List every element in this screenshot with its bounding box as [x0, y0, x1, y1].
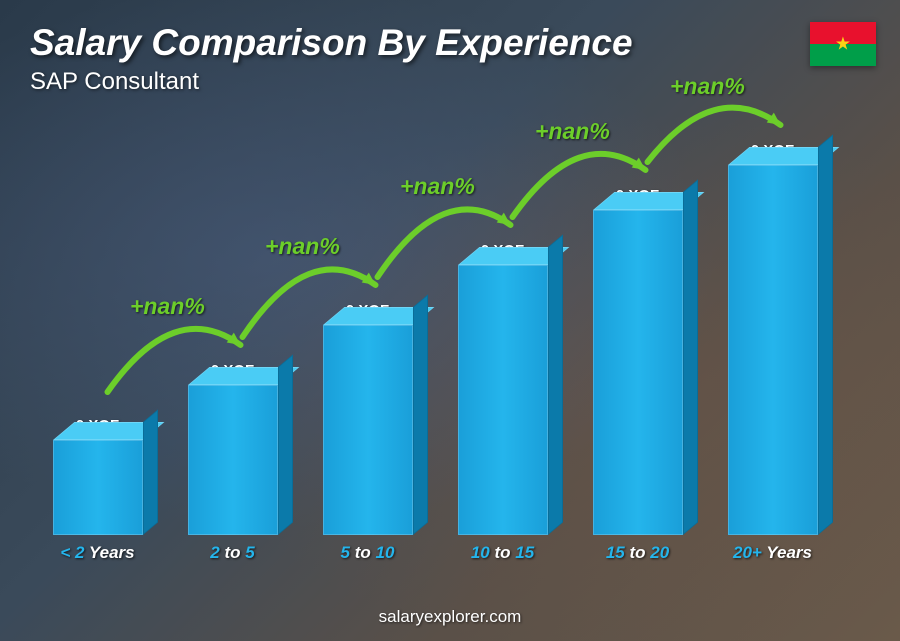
country-flag: ★	[810, 22, 876, 66]
page-subtitle: SAP Consultant	[30, 68, 870, 96]
page-title: Salary Comparison By Experience	[30, 22, 870, 64]
bar-front-face	[728, 165, 818, 535]
bar-front-face	[458, 265, 548, 535]
bar-group: 0 XOF	[714, 142, 832, 535]
x-axis: < 2 Years 2 to 5 5 to 10 10 to 15 15 to 20 20…	[30, 543, 840, 563]
bar-front-face	[323, 325, 413, 535]
bar-group: 0 XOF	[174, 362, 292, 535]
bars-container: 0 XOF0 XOF0 XOF0 XOF0 XOF0 XOF	[30, 115, 840, 535]
bar-side-face	[143, 409, 158, 535]
bar-group: 0 XOF	[444, 242, 562, 535]
bar-front-face	[53, 440, 143, 535]
flag-star-icon: ★	[835, 34, 851, 55]
bar-side-face	[413, 294, 428, 535]
header: Salary Comparison By Experience SAP Cons…	[30, 22, 870, 96]
footer-attribution: salaryexplorer.com	[0, 607, 900, 627]
bar	[188, 385, 278, 535]
x-axis-label: 10 to 15	[444, 543, 562, 563]
bar-side-face	[278, 354, 293, 535]
bar	[458, 265, 548, 535]
bar-group: 0 XOF	[579, 187, 697, 535]
bar	[593, 210, 683, 535]
x-axis-label: 20+ Years	[714, 543, 832, 563]
bar	[728, 165, 818, 535]
bar	[323, 325, 413, 535]
bar-side-face	[683, 179, 698, 535]
x-axis-label: < 2 Years	[39, 543, 157, 563]
bar	[53, 440, 143, 535]
bar-group: 0 XOF	[39, 417, 157, 535]
bar-front-face	[188, 385, 278, 535]
chart-area: 0 XOF0 XOF0 XOF0 XOF0 XOF0 XOF < 2 Years…	[30, 120, 840, 563]
x-axis-label: 2 to 5	[174, 543, 292, 563]
bar-side-face	[818, 134, 833, 535]
bar-side-face	[548, 234, 563, 535]
x-axis-label: 15 to 20	[579, 543, 697, 563]
bar-group: 0 XOF	[309, 302, 427, 535]
x-axis-label: 5 to 10	[309, 543, 427, 563]
bar-front-face	[593, 210, 683, 535]
